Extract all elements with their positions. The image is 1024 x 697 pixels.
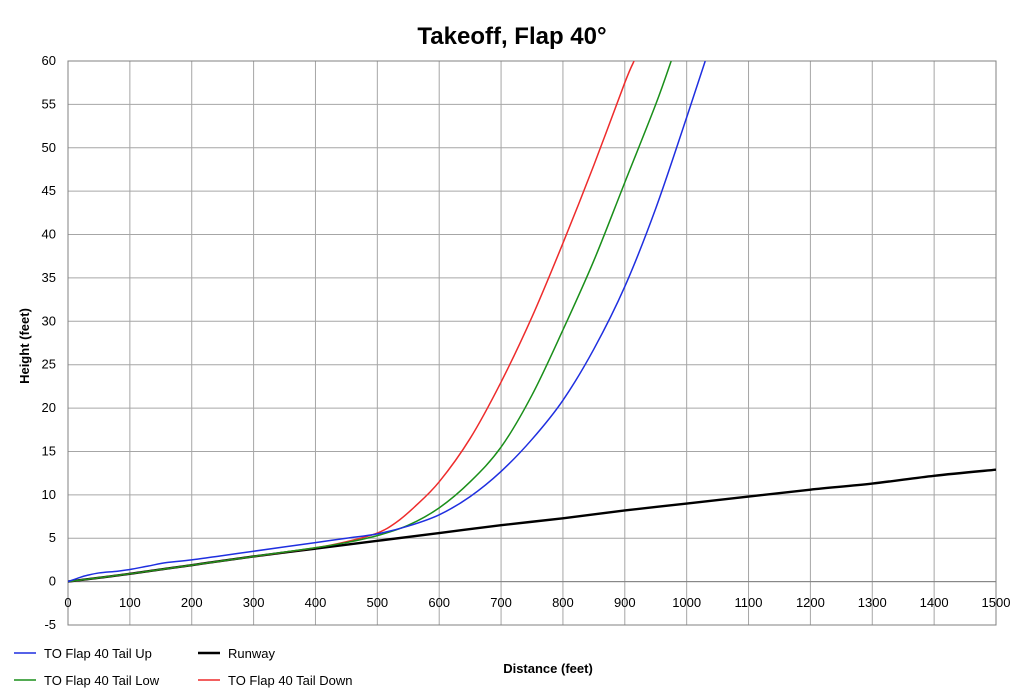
legend-label: TO Flap 40 Tail Low [44,673,160,688]
x-tick-label: 1300 [858,595,887,610]
x-tick-label: 900 [614,595,636,610]
y-tick-label: 5 [49,530,56,545]
y-tick-label: 45 [42,183,56,198]
legend: TO Flap 40 Tail Up Runway TO Flap 40 Tail … [14,646,353,688]
y-tick-label: 30 [42,313,56,328]
y-tick-label: 25 [42,357,56,372]
x-tick-label: 300 [243,595,265,610]
series-line-to-flap-40-tail-low [68,61,672,583]
series-line-to-flap-40-tail-up [68,61,706,583]
legend-label: TO Flap 40 Tail Down [228,673,353,688]
y-tick-label: 50 [42,140,56,155]
legend-label: Runway [228,646,275,661]
y-tick-label: 40 [42,227,56,242]
x-tick-label: 1100 [735,595,763,610]
x-axis-label: Distance (feet) [503,661,593,676]
x-tick-label: 1200 [796,595,825,610]
legend-label: TO Flap 40 Tail Up [44,646,152,661]
x-tick-label: 400 [305,595,327,610]
x-tick-label: 0 [64,595,71,610]
y-tick-label: 60 [42,53,56,68]
y-tick-label: -5 [44,617,56,632]
y-tick-label: 15 [42,443,56,458]
x-tick-label: 700 [490,595,512,610]
x-tick-label: 1000 [672,595,701,610]
x-tick-label: 100 [119,595,141,610]
series-lines [68,61,996,583]
y-tick-label: 10 [42,487,56,502]
x-tick-label: 1400 [920,595,949,610]
chart-title: Takeoff, Flap 40° [417,23,606,50]
y-tick-label: 35 [42,270,56,285]
x-tick-label: 800 [552,595,574,610]
x-tick-label: 600 [428,595,450,610]
y-tick-label: 55 [42,96,56,111]
x-tick-label: 200 [181,595,203,610]
y-tick-label: 20 [42,400,56,415]
grid [67,60,997,626]
x-tick-label: 1500 [982,595,1011,610]
plot-border [67,60,997,626]
y-axis-label: Height (feet) [17,308,32,384]
y-tick-label: 0 [49,574,56,589]
x-tick-label: 500 [366,595,388,610]
